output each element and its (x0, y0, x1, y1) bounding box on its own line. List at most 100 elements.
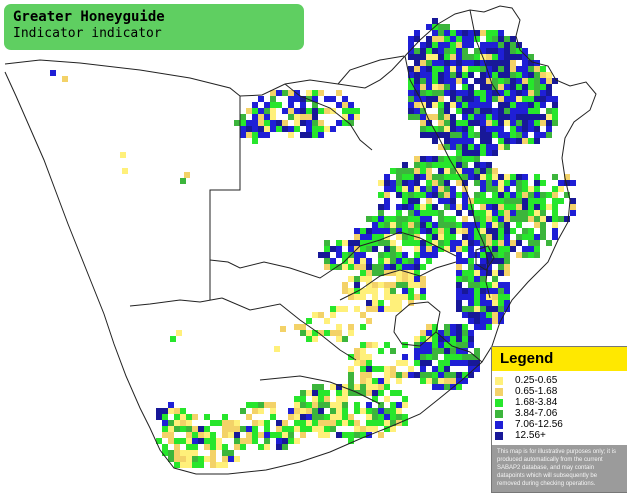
occurrence-cell (222, 450, 228, 456)
occurrence-cell (528, 204, 534, 210)
occurrence-cell (378, 222, 384, 228)
occurrence-cell (426, 66, 432, 72)
occurrence-cell (408, 180, 414, 186)
occurrence-cell (420, 60, 426, 66)
occurrence-cell (474, 318, 480, 324)
occurrence-cell (504, 246, 510, 252)
occurrence-cell (366, 258, 372, 264)
occurrence-cell (366, 390, 372, 396)
occurrence-cell (330, 402, 336, 408)
occurrence-cell (498, 240, 504, 246)
occurrence-cell (456, 324, 462, 330)
occurrence-cell (438, 156, 444, 162)
occurrence-cell (288, 96, 294, 102)
occurrence-cell (312, 132, 318, 138)
occurrence-cell (384, 186, 390, 192)
occurrence-cell (174, 456, 180, 462)
occurrence-cell (462, 288, 468, 294)
occurrence-cell (186, 450, 192, 456)
occurrence-cell (348, 114, 354, 120)
occurrence-cell (168, 402, 174, 408)
occurrence-cell (312, 120, 318, 126)
occurrence-cell (384, 180, 390, 186)
occurrence-cell (222, 420, 228, 426)
species-scientific-name: Indicator indicator (13, 26, 162, 41)
occurrence-cell (414, 246, 420, 252)
occurrence-cell (348, 324, 354, 330)
occurrence-cell (462, 186, 468, 192)
occurrence-cell (330, 264, 336, 270)
occurrence-cell (486, 108, 492, 114)
occurrence-cell (462, 306, 468, 312)
occurrence-cell (510, 60, 516, 66)
occurrence-cell (360, 366, 366, 372)
occurrence-cell (534, 84, 540, 90)
occurrence-cell (384, 426, 390, 432)
occurrence-cell (528, 96, 534, 102)
occurrence-cell (498, 102, 504, 108)
occurrence-cell (168, 456, 174, 462)
occurrence-cell (294, 402, 300, 408)
occurrence-cell (420, 72, 426, 78)
occurrence-cell (408, 192, 414, 198)
occurrence-cell (210, 444, 216, 450)
occurrence-cell (348, 366, 354, 372)
occurrence-cell (432, 54, 438, 60)
occurrence-cell (456, 90, 462, 96)
occurrence-cell (432, 210, 438, 216)
occurrence-cell (504, 120, 510, 126)
occurrence-cell (438, 174, 444, 180)
occurrence-cell (306, 336, 312, 342)
occurrence-cell (510, 48, 516, 54)
occurrence-cell (426, 348, 432, 354)
occurrence-cell (444, 330, 450, 336)
occurrence-cell (540, 198, 546, 204)
occurrence-cell (378, 240, 384, 246)
occurrence-cell (420, 96, 426, 102)
occurrence-cell (366, 300, 372, 306)
occurrence-cell (438, 144, 444, 150)
occurrence-cell (480, 150, 486, 156)
occurrence-cell (468, 312, 474, 318)
occurrence-cell (288, 90, 294, 96)
occurrence-cell (540, 210, 546, 216)
occurrence-cell (420, 210, 426, 216)
occurrence-cell (306, 120, 312, 126)
occurrence-cell (282, 90, 288, 96)
occurrence-cell (462, 360, 468, 366)
occurrence-cell (330, 384, 336, 390)
occurrence-cell (294, 108, 300, 114)
occurrence-cell (426, 360, 432, 366)
occurrence-cell (540, 216, 546, 222)
occurrence-cell (480, 204, 486, 210)
occurrence-cell (180, 438, 186, 444)
occurrence-cell (372, 216, 378, 222)
occurrence-cell (570, 180, 576, 186)
occurrence-cell (468, 90, 474, 96)
occurrence-cell (420, 276, 426, 282)
occurrence-cell (462, 246, 468, 252)
legend-panel: Legend 0.25-0.65 0.65-1.68 1.68-3.84 3.8… (491, 346, 627, 493)
occurrence-cell (414, 66, 420, 72)
occurrence-cell (480, 144, 486, 150)
occurrence-cell (498, 60, 504, 66)
occurrence-cell (324, 396, 330, 402)
occurrence-cell (342, 414, 348, 420)
occurrence-cell (546, 114, 552, 120)
occurrence-cell (366, 408, 372, 414)
occurrence-cell (318, 414, 324, 420)
occurrence-cell (468, 114, 474, 120)
occurrence-cell (378, 258, 384, 264)
occurrence-cell (414, 240, 420, 246)
occurrence-cell (438, 48, 444, 54)
occurrence-cell (372, 246, 378, 252)
occurrence-cell (50, 70, 56, 76)
occurrence-cell (486, 60, 492, 66)
occurrence-cell (198, 438, 204, 444)
occurrence-cell (390, 282, 396, 288)
occurrence-cell (378, 300, 384, 306)
occurrence-cell (528, 102, 534, 108)
occurrence-cell (354, 264, 360, 270)
occurrence-cell (156, 438, 162, 444)
occurrence-cell (426, 168, 432, 174)
